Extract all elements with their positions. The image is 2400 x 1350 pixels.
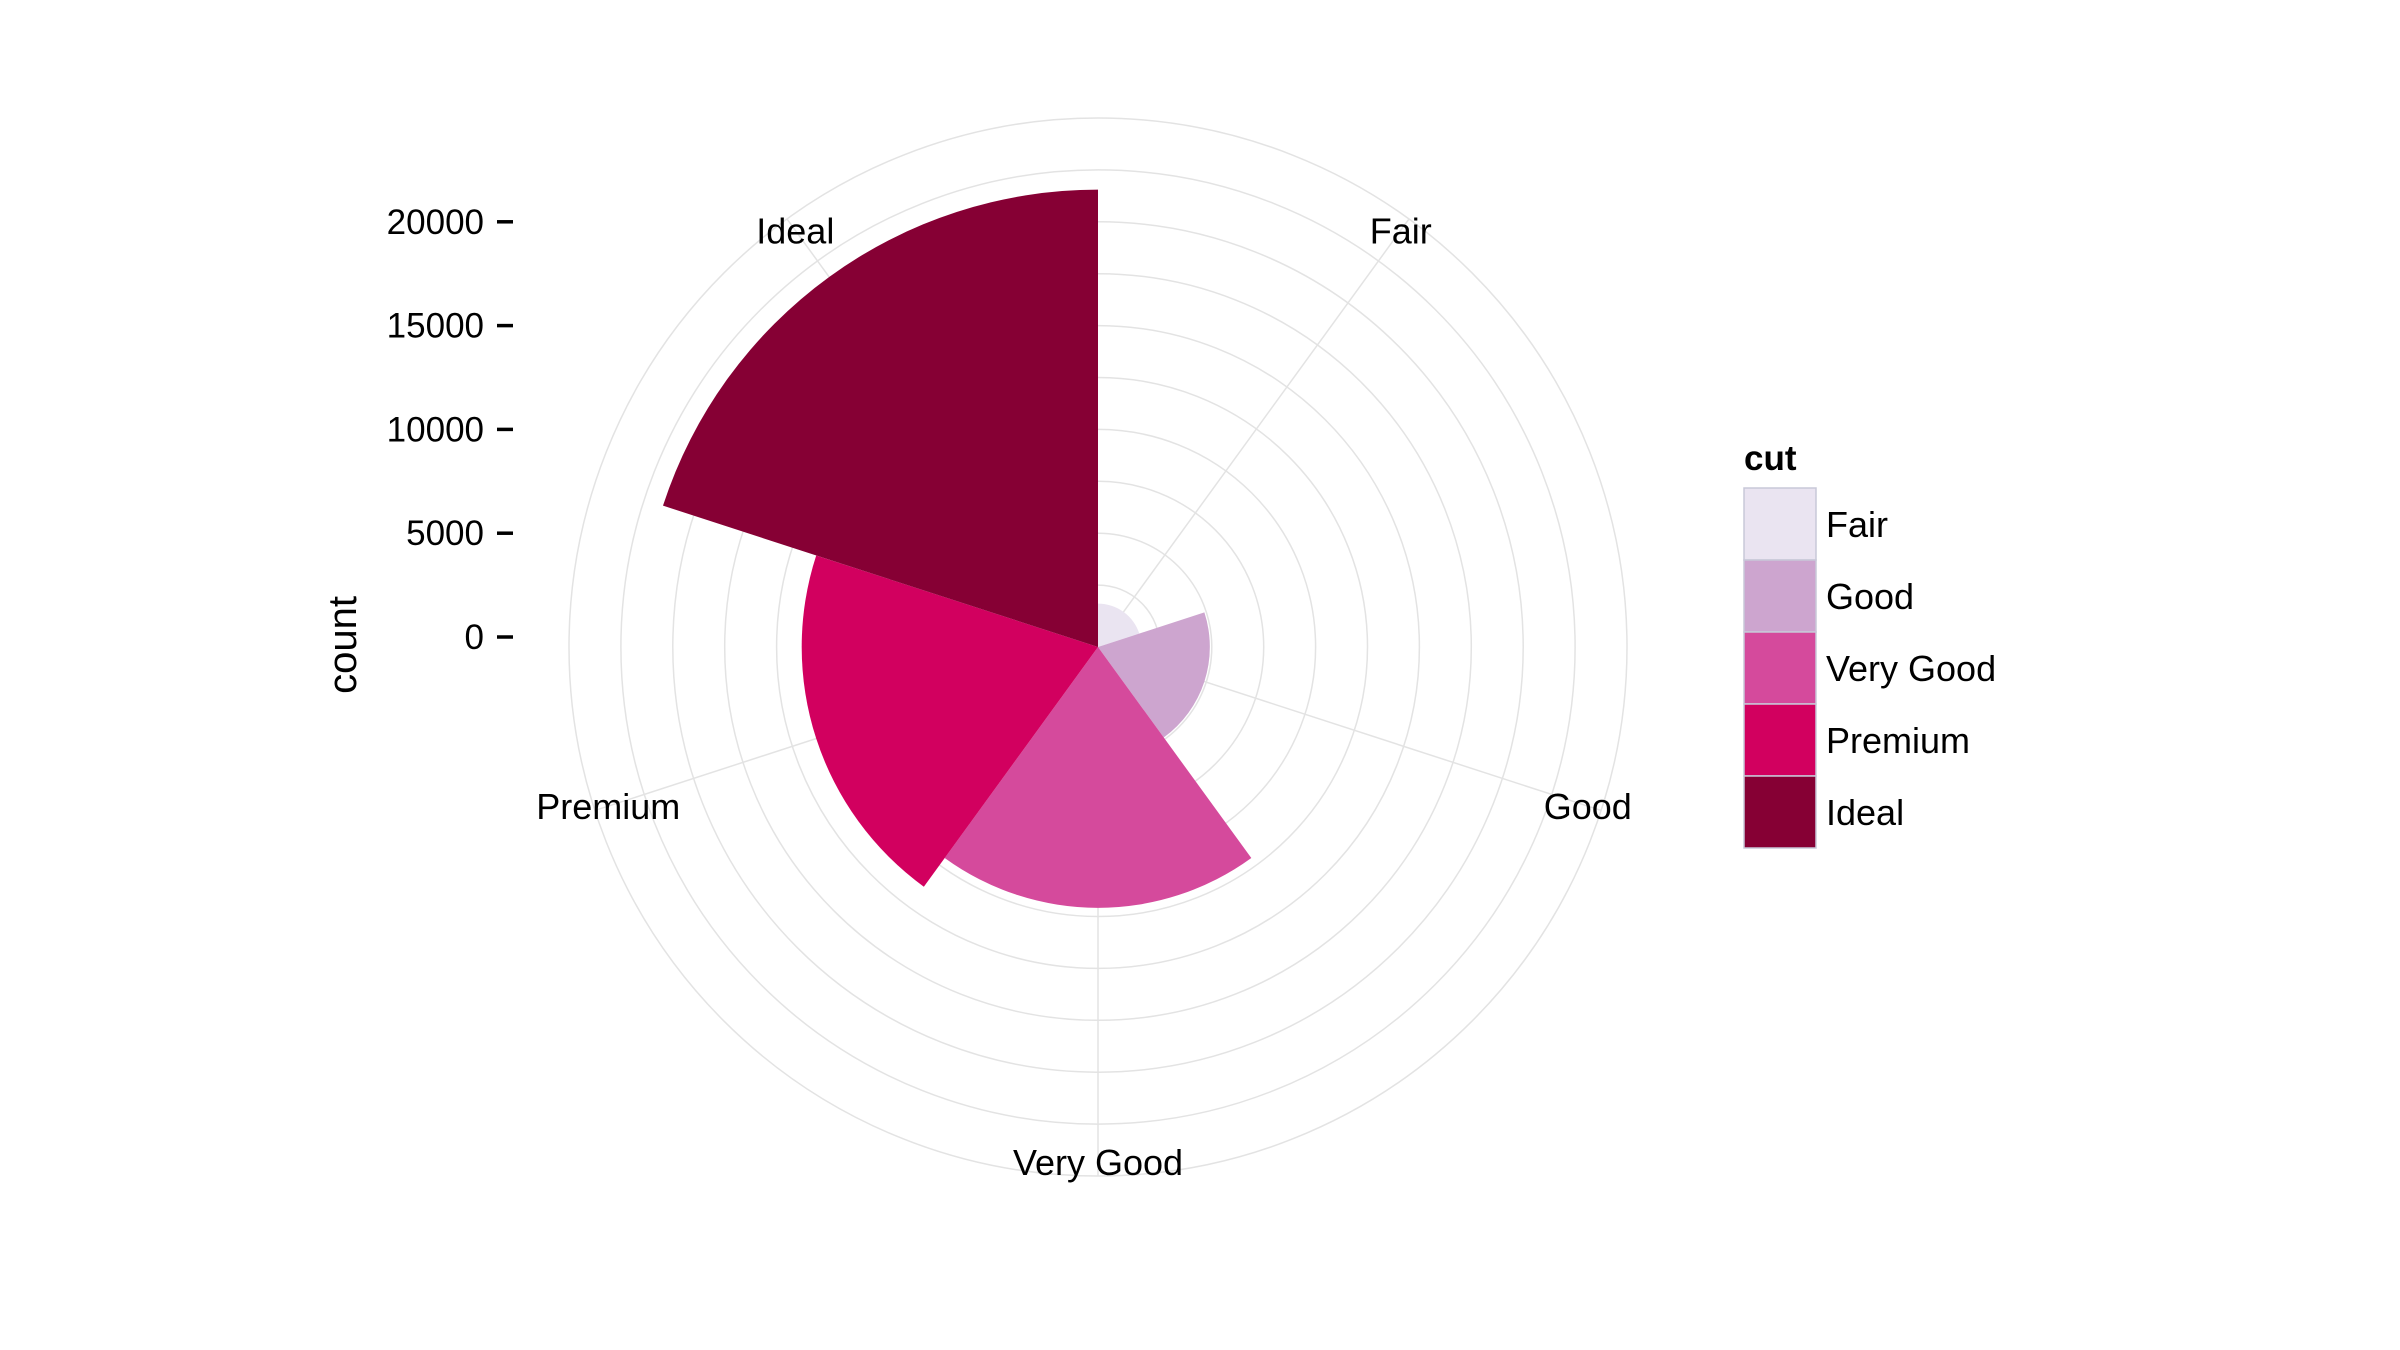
legend-key — [1743, 775, 1817, 849]
bar-very-good — [944, 647, 1252, 908]
bar-premium — [801, 555, 1098, 887]
y-axis-title: count — [321, 596, 365, 694]
legend-label: Fair — [1826, 504, 1888, 545]
category-labels: Fair Good Very Good Premium Ideal — [536, 210, 1632, 1183]
bar-good — [1098, 612, 1210, 738]
legend-key — [1743, 703, 1817, 777]
y-tick-label: 15000 — [387, 307, 484, 346]
legend-label: Very Good — [1826, 648, 1996, 689]
legend-label: Good — [1826, 576, 1914, 617]
y-tick-label: 20000 — [387, 203, 484, 242]
y-axis: 0 5000 10000 15000 20000 — [387, 203, 513, 657]
legend-label: Premium — [1826, 720, 1970, 761]
category-label: Very Good — [1013, 1142, 1183, 1183]
y-tick-label: 5000 — [406, 514, 484, 553]
category-label: Fair — [1370, 210, 1432, 251]
bar-fair — [1098, 603, 1140, 647]
legend-key — [1743, 487, 1817, 561]
legend: cut Fair Good Very Good Premium Ideal — [1743, 439, 1996, 849]
y-tick-label: 10000 — [387, 410, 484, 449]
legend-key — [1743, 631, 1817, 705]
legend-label: Ideal — [1826, 792, 1904, 833]
bar-ideal — [662, 189, 1098, 647]
category-label: Premium — [536, 786, 680, 827]
grid-spoke — [1097, 218, 1410, 648]
legend-title: cut — [1744, 439, 1797, 478]
category-label: Ideal — [756, 210, 834, 251]
bars — [662, 189, 1252, 908]
category-label: Good — [1544, 786, 1632, 827]
y-tick-label: 0 — [465, 618, 484, 657]
legend-key — [1743, 559, 1817, 633]
